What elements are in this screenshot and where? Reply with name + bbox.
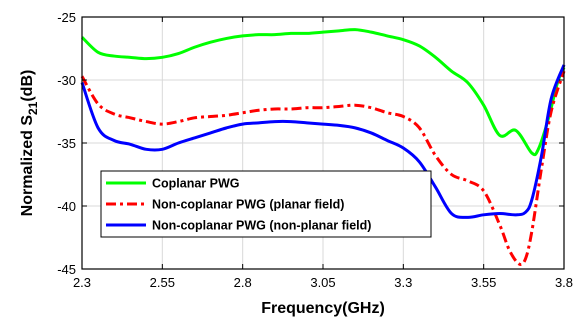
x-tick-label: 3.05 <box>310 275 335 290</box>
y-axis-title-unit: (dB) <box>19 70 36 102</box>
x-tick-label: 2.55 <box>150 275 175 290</box>
legend-label-non-coplanar-pwg-non-planar-field: Non-coplanar PWG (non-planar field) <box>152 219 371 233</box>
y-tick-label: -45 <box>57 262 76 277</box>
legend: Coplanar PWG Non-coplanar PWG (planar fie… <box>101 171 431 237</box>
x-axis-title: Frequency(GHz) <box>261 300 385 317</box>
legend-label-coplanar-pwg: Coplanar PWG <box>152 177 240 191</box>
y-axis-title: Normalized S21(dB) <box>19 70 40 217</box>
y-tick-label: -25 <box>57 10 76 25</box>
x-tick-label: 3.55 <box>471 275 496 290</box>
y-tick-label: -35 <box>57 136 76 151</box>
x-tick-label: 2.8 <box>234 275 252 290</box>
x-tick-label: 3.8 <box>555 275 573 290</box>
y-tick-label: -30 <box>57 73 76 88</box>
x-tick-label: 2.3 <box>73 275 91 290</box>
y-axis-title-subscript: 21 <box>26 101 40 115</box>
y-axis-title-main: Normalized S <box>19 115 36 217</box>
y-tick-label: -40 <box>57 199 76 214</box>
x-tick-label: 3.3 <box>394 275 412 290</box>
legend-label-non-coplanar-pwg-planar-field: Non-coplanar PWG (planar field) <box>152 198 344 212</box>
